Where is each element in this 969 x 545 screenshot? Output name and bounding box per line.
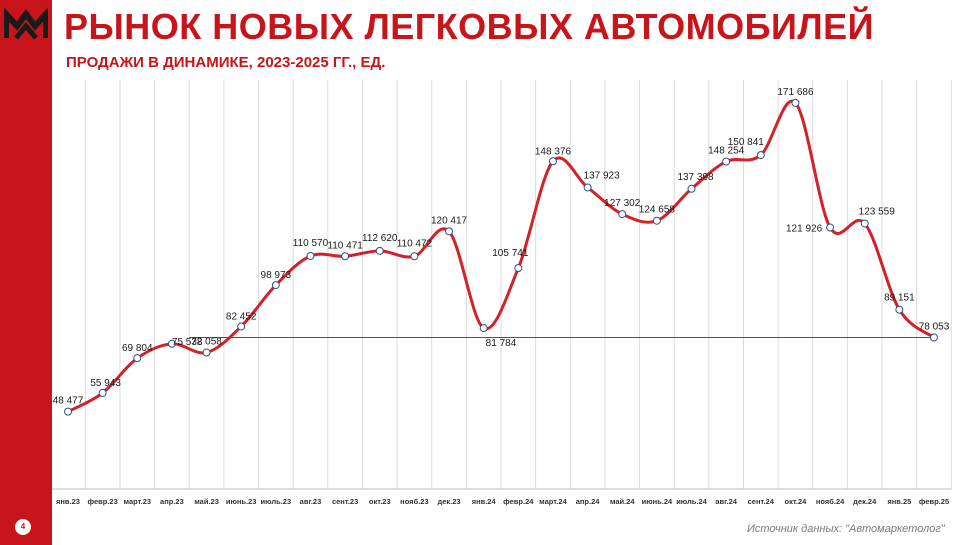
data-point <box>860 219 869 228</box>
data-point <box>167 339 176 348</box>
data-point <box>133 354 142 363</box>
data-label: 98 973 <box>261 270 292 281</box>
x-tick-label: февр.24 <box>503 497 534 506</box>
data-point <box>687 184 696 193</box>
x-tick-label: окт.24 <box>785 497 808 506</box>
x-tick-label: апр.24 <box>576 497 601 506</box>
data-label: 137 398 <box>677 172 714 183</box>
x-tick-label: янв.24 <box>472 497 497 506</box>
data-label: 120 417 <box>431 215 468 226</box>
data-point <box>375 246 384 255</box>
x-tick-label: нояб.23 <box>400 497 428 506</box>
data-point <box>98 388 107 397</box>
x-tick-label: дек.23 <box>437 497 460 506</box>
x-tick-label: май.24 <box>610 497 635 506</box>
data-label: 112 620 <box>362 233 398 244</box>
x-tick-label: февр.23 <box>88 497 118 506</box>
data-point <box>583 183 592 192</box>
x-tick-label: янв.23 <box>56 497 80 506</box>
data-label: 110 471 <box>327 240 363 251</box>
data-point <box>895 305 904 314</box>
x-tick-label: сент.23 <box>332 497 358 506</box>
data-label: 72 058 <box>191 337 222 348</box>
data-point <box>756 151 765 160</box>
x-tick-label: сент.24 <box>748 497 775 506</box>
x-tick-label: июль.24 <box>676 497 707 506</box>
data-label: 150 841 <box>728 137 765 148</box>
data-point <box>930 333 938 342</box>
x-tick-label: авг.23 <box>300 497 322 506</box>
data-label: 75 538 <box>172 337 203 348</box>
x-tick-label: июнь.23 <box>226 497 257 506</box>
data-point <box>826 223 835 232</box>
data-label: 148 376 <box>535 146 572 157</box>
data-label: 124 658 <box>639 205 676 216</box>
data-label: 110 570 <box>293 238 329 249</box>
data-label: 89 151 <box>884 293 915 304</box>
data-point <box>237 322 246 331</box>
data-point <box>514 264 523 273</box>
x-tick-label: янв.25 <box>887 497 911 506</box>
data-label: 78 053 <box>919 322 950 333</box>
x-tick-label: май.23 <box>194 497 219 506</box>
sales-line-chart: 48 477 янв.23 55 943 февр.23 69 804 март.23 75… <box>52 80 952 506</box>
data-label: 127 302 <box>604 198 641 209</box>
data-point <box>64 407 72 416</box>
x-tick-label: нояб.24 <box>816 497 845 506</box>
data-label: 82 452 <box>226 311 257 322</box>
data-label: 121 926 <box>786 224 823 235</box>
data-point <box>202 348 211 357</box>
x-tick-label: март.23 <box>124 497 152 506</box>
data-point <box>341 252 350 261</box>
series-line <box>67 99 935 413</box>
data-label: 110 472 <box>397 238 433 249</box>
x-tick-label: июль.23 <box>261 497 292 506</box>
data-point <box>306 252 315 261</box>
data-label: 171 686 <box>777 87 814 98</box>
x-tick-label: окт.23 <box>369 497 391 506</box>
data-point <box>722 157 731 166</box>
data-label: 148 254 <box>708 146 745 157</box>
data-label: 123 559 <box>859 206 896 217</box>
chart-subtitle: ПРОДАЖИ В ДИНАМИКЕ, 2023-2025 ГГ., ЕД. <box>66 54 386 71</box>
data-point <box>652 216 661 225</box>
data-point <box>618 210 627 219</box>
x-tick-label: март.24 <box>539 497 567 506</box>
data-label: 81 784 <box>486 338 517 349</box>
data-point <box>410 252 419 261</box>
x-tick-label: авг.24 <box>715 497 737 506</box>
company-logo-icon <box>4 7 48 40</box>
x-tick-label: дек.24 <box>853 497 877 506</box>
x-tick-label: февр.25 <box>919 497 949 506</box>
data-point <box>479 324 488 333</box>
data-label: 69 804 <box>122 343 153 354</box>
data-label: 48 477 <box>53 396 84 407</box>
data-label: 137 923 <box>584 170 621 181</box>
data-label: 105 741 <box>492 248 529 259</box>
page-title: РЫНОК НОВЫХ ЛЕГКОВЫХ АВТОМОБИЛЕЙ <box>64 6 875 47</box>
data-point <box>271 281 280 290</box>
left-brand-band <box>0 0 52 545</box>
data-label: 55 943 <box>90 378 121 389</box>
page-number: 4 <box>15 519 31 535</box>
data-source-note: Источник данных: "Автомаркетолог" <box>747 523 945 535</box>
data-point <box>791 98 800 107</box>
x-tick-label: апр.23 <box>160 497 184 506</box>
x-tick-label: июнь.24 <box>642 497 673 506</box>
data-point <box>548 157 557 166</box>
data-point <box>445 227 454 236</box>
